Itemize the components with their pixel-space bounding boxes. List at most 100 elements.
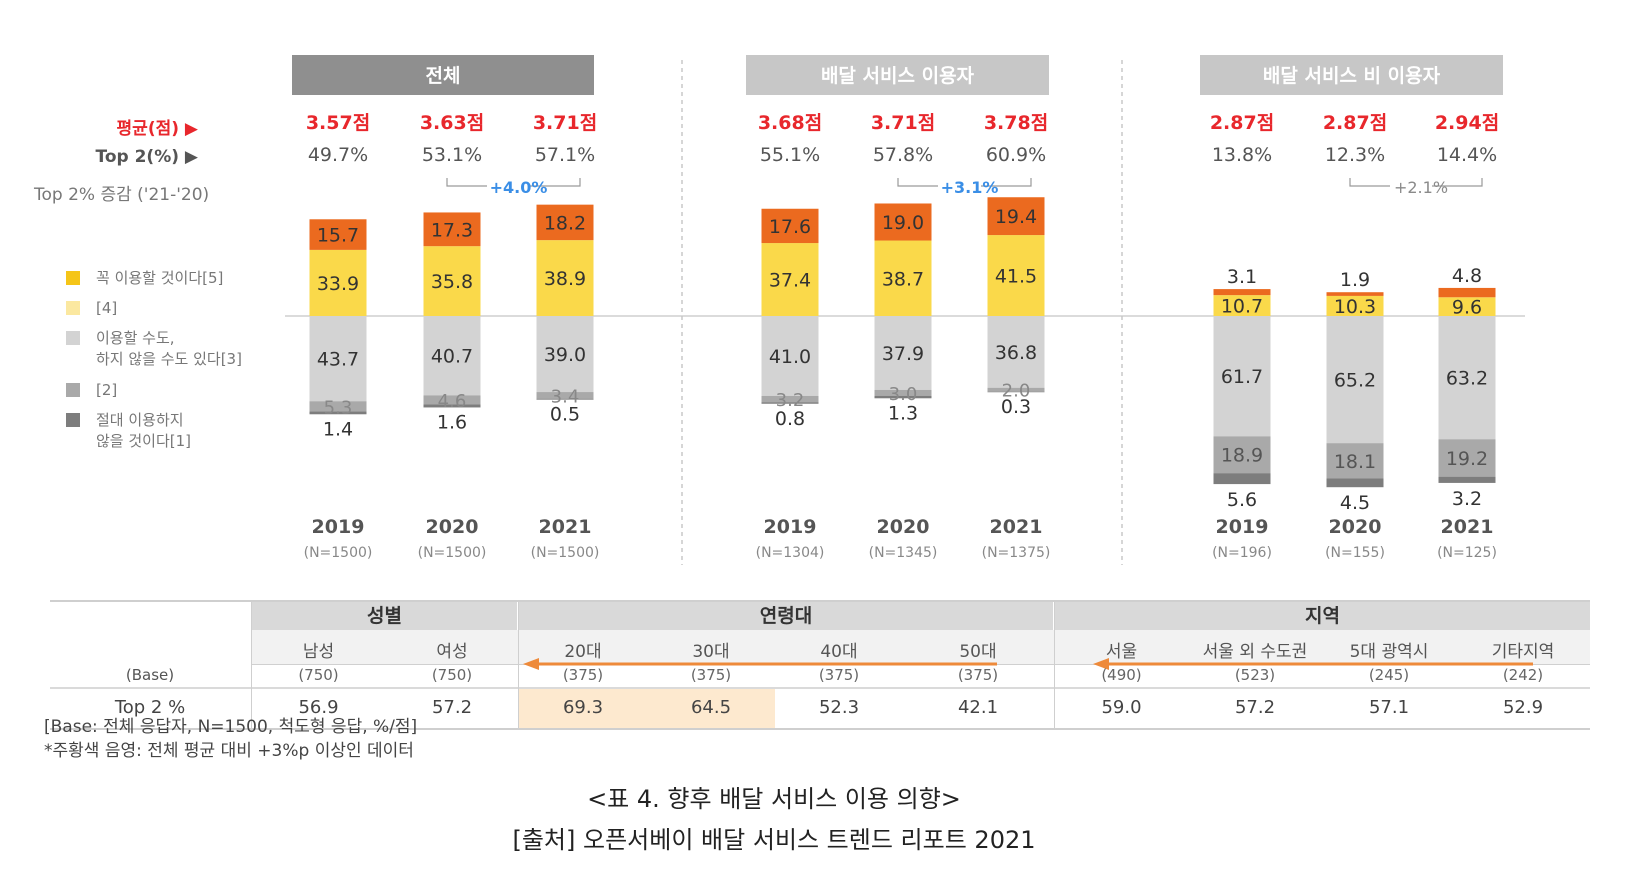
top2-value: 12.3%: [1325, 144, 1385, 166]
avg-value: 3.71점: [871, 112, 935, 134]
avg-value: 3.68점: [758, 112, 822, 134]
table-column-header: 50대: [959, 642, 997, 662]
table-top2-cell: 59.0: [1101, 697, 1142, 718]
data-label-2: 5.3: [324, 397, 353, 418]
legend-swatch-3: [66, 331, 80, 345]
bar-segment-1: [1213, 473, 1271, 485]
data-label-3: 63.2: [1446, 368, 1488, 390]
table-top2-cell: 64.5: [690, 697, 732, 718]
data-label-5: 19.4: [995, 206, 1037, 228]
segment-table: 성별 연령대 지역 (Base) Top 2 % 남성 (750) 56.9 여성 (7…: [50, 600, 1590, 730]
table-column-header: 5대 광역시: [1349, 642, 1429, 662]
bar-segment-4: [423, 246, 481, 316]
n-label: (N=125): [1437, 545, 1497, 561]
bar-segment-3: [536, 316, 594, 393]
bar-segment-3: [309, 316, 367, 402]
table-bottom-border: [50, 728, 1590, 730]
legend-item-4: [4]: [66, 298, 117, 319]
n-label: (N=1304): [756, 545, 825, 561]
data-label-1: 3.2: [1452, 488, 1482, 510]
table-column-header: 서울: [1105, 642, 1138, 662]
table-top2-cell: 69.3: [562, 697, 604, 718]
table-vline-1: [251, 600, 252, 730]
data-label-5: 4.8: [1452, 265, 1482, 287]
bar-segment-4: [309, 249, 367, 316]
legend-label-3-line1: 이용할 수도,: [96, 329, 175, 347]
data-label-1: 1.3: [888, 402, 918, 424]
table-row-divider: [50, 687, 1590, 689]
bar-segment-3: [1213, 316, 1271, 437]
n-label: (N=1500): [304, 545, 373, 561]
n-label: (N=196): [1212, 545, 1272, 561]
data-label-4: 35.8: [431, 271, 473, 293]
legend-item-2: [2]: [66, 380, 117, 401]
table-base-cell: (245): [1368, 666, 1410, 684]
data-label-2: 4.6: [438, 391, 467, 412]
table-base-cell: (375): [562, 666, 604, 684]
table-column-header: 20대: [564, 642, 602, 662]
n-label: (N=1500): [531, 545, 600, 561]
data-label-3: 61.7: [1221, 366, 1263, 388]
data-label-4: 41.5: [995, 266, 1037, 288]
bar-segment-1: [1438, 476, 1496, 483]
data-label-5: 17.6: [769, 216, 811, 238]
group-header-region: 지역: [1055, 602, 1590, 630]
bar-segment-1: [987, 391, 1045, 393]
legend-label-1-line2: 않을 것이다[1]: [96, 432, 192, 450]
year-label: 2020: [877, 516, 930, 538]
bar-segment-2: [309, 401, 367, 412]
data-label-2: 3.2: [776, 390, 805, 411]
top2-value: 60.9%: [986, 144, 1046, 166]
bar-segment-4: [1213, 295, 1271, 316]
data-label-3: 41.0: [769, 346, 811, 368]
data-label-2: 2.0: [1002, 381, 1031, 402]
avg-value: 3.63점: [420, 112, 484, 134]
legend-swatch-4: [66, 301, 80, 315]
bar-segment-4: [761, 243, 819, 316]
bar-segment-5: [423, 212, 481, 247]
data-label-4: 10.3: [1334, 296, 1376, 318]
legend-label-5: 꼭 이용할 것이다[5]: [96, 269, 224, 287]
data-label-4: 10.7: [1221, 296, 1263, 318]
data-label-2: 3.4: [551, 386, 580, 407]
bar-segment-5: [1438, 287, 1496, 298]
change-bracket-left-2: [1349, 178, 1390, 187]
data-label-5: 1.9: [1340, 269, 1370, 291]
group-header-age: 연령대: [519, 602, 1053, 630]
change-bracket-right-1: [981, 178, 1032, 187]
table-caption: <표 4. 향후 배달 서비스 이용 의향>: [587, 785, 961, 813]
bar-segment-3: [761, 316, 819, 396]
legend-label-2: [2]: [96, 381, 118, 399]
legend-item-5: 꼭 이용할 것이다[5]: [66, 268, 223, 289]
table-top2-cell: 42.1: [957, 697, 999, 718]
table-base-cell: (375): [957, 666, 999, 684]
table-top2-cell: 52.3: [818, 697, 860, 718]
change-bracket-left-0: [446, 178, 487, 187]
data-label-5: 19.0: [882, 212, 924, 234]
stacked-bar-chart: 전체 +4.0% 3.57점 49.7% 15.7 33.9 43.7 5.31.4 2019 (…: [285, 55, 1525, 565]
legend-label-3-line2: 하지 않을 수도 있다[3]: [96, 350, 242, 368]
data-label-3: 37.9: [882, 343, 924, 365]
top2-value: 57.1%: [535, 144, 595, 166]
data-label-3: 39.0: [544, 344, 586, 366]
bar-segment-2: [874, 389, 932, 396]
legend-label-1-line1: 절대 이용하지: [96, 411, 184, 429]
bar-segment-5: [761, 208, 819, 244]
data-label-4: 9.6: [1452, 297, 1482, 319]
bar-segment-2: [536, 392, 594, 399]
table-base-cell: (750): [298, 666, 339, 684]
data-label-5: 17.3: [431, 219, 473, 241]
table-column-header: 30대: [692, 642, 730, 662]
n-label: (N=1375): [982, 545, 1051, 561]
region-trend-arrow: [1093, 658, 1533, 670]
change-label-1: +3.1%: [941, 178, 999, 197]
data-label-2: 18.1: [1334, 451, 1376, 473]
bar-segment-4: [536, 240, 594, 316]
legend-label-3: 이용할 수도, 하지 않을 수도 있다[3]: [96, 328, 242, 370]
bar-segment-4: [874, 240, 932, 316]
year-label: 2021: [990, 516, 1043, 538]
avg-row-label: 평균(점) ▶: [116, 119, 198, 139]
change-bracket-left-1: [897, 178, 938, 187]
top2-value: 57.8%: [873, 144, 933, 166]
bar-segment-5: [987, 197, 1045, 236]
